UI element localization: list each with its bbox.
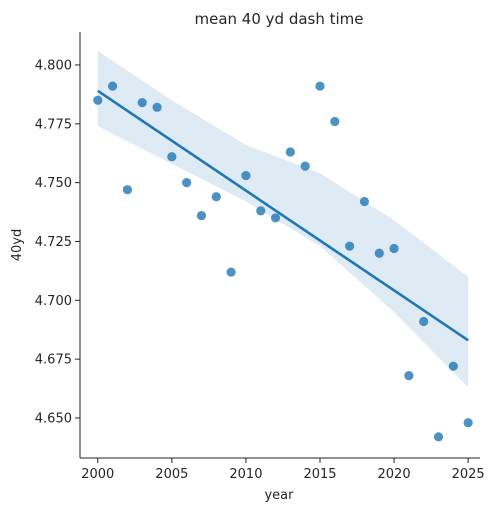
y-tick-label: 4.675 bbox=[35, 353, 72, 368]
scatter-point bbox=[226, 267, 236, 277]
scatter-point bbox=[345, 241, 355, 251]
scatter-point bbox=[315, 81, 325, 91]
y-tick-label: 4.700 bbox=[35, 294, 72, 309]
x-tick-label: 2000 bbox=[81, 467, 114, 482]
scatter-point bbox=[404, 371, 414, 381]
x-tick-label: 2020 bbox=[378, 467, 411, 482]
confidence-band bbox=[97, 50, 469, 388]
x-axis-ticks: 2000 2005 2010 2015 2020 2025 bbox=[81, 458, 485, 482]
scatter-point bbox=[330, 116, 340, 127]
scatter-point bbox=[182, 178, 192, 188]
chart-title: mean 40 yd dash time bbox=[194, 10, 363, 28]
scatter-point bbox=[448, 361, 458, 371]
y-axis-label: 40yd bbox=[10, 229, 25, 262]
y-tick-label: 4.800 bbox=[35, 58, 72, 73]
x-tick-label: 2015 bbox=[303, 467, 336, 482]
y-axis-ticks: 4.650 4.675 4.700 4.725 4.750 4.775 4.800 bbox=[35, 58, 80, 426]
scatter-point bbox=[137, 98, 147, 108]
x-tick-label: 2005 bbox=[155, 467, 188, 482]
y-tick-label: 4.750 bbox=[35, 176, 72, 191]
plot-area bbox=[93, 50, 473, 442]
scatter-point bbox=[93, 95, 103, 105]
y-tick-label: 4.650 bbox=[35, 411, 72, 426]
scatter-point bbox=[433, 432, 444, 442]
scatter-point bbox=[211, 192, 221, 202]
scatter-point bbox=[374, 248, 384, 258]
scatter-point bbox=[285, 147, 295, 157]
y-tick-label: 4.725 bbox=[35, 235, 72, 250]
x-tick-label: 2025 bbox=[452, 467, 485, 482]
x-tick-label: 2010 bbox=[229, 467, 262, 482]
scatter-point bbox=[463, 418, 473, 428]
scatter-point bbox=[389, 243, 399, 254]
y-tick-label: 4.775 bbox=[35, 117, 72, 132]
scatter-point bbox=[196, 210, 207, 221]
scatter-point bbox=[300, 161, 310, 171]
regression-line bbox=[97, 89, 469, 342]
scatter-point bbox=[241, 170, 251, 181]
x-axis-label: year bbox=[264, 488, 294, 503]
scatter-point bbox=[359, 196, 370, 207]
scatter-point bbox=[122, 185, 133, 195]
scatter-point bbox=[256, 206, 266, 216]
scatter-point bbox=[419, 316, 429, 327]
scatter-point bbox=[107, 81, 118, 91]
scatter-point bbox=[167, 152, 177, 162]
scatter-point bbox=[270, 213, 281, 223]
scatter-point bbox=[152, 102, 162, 112]
